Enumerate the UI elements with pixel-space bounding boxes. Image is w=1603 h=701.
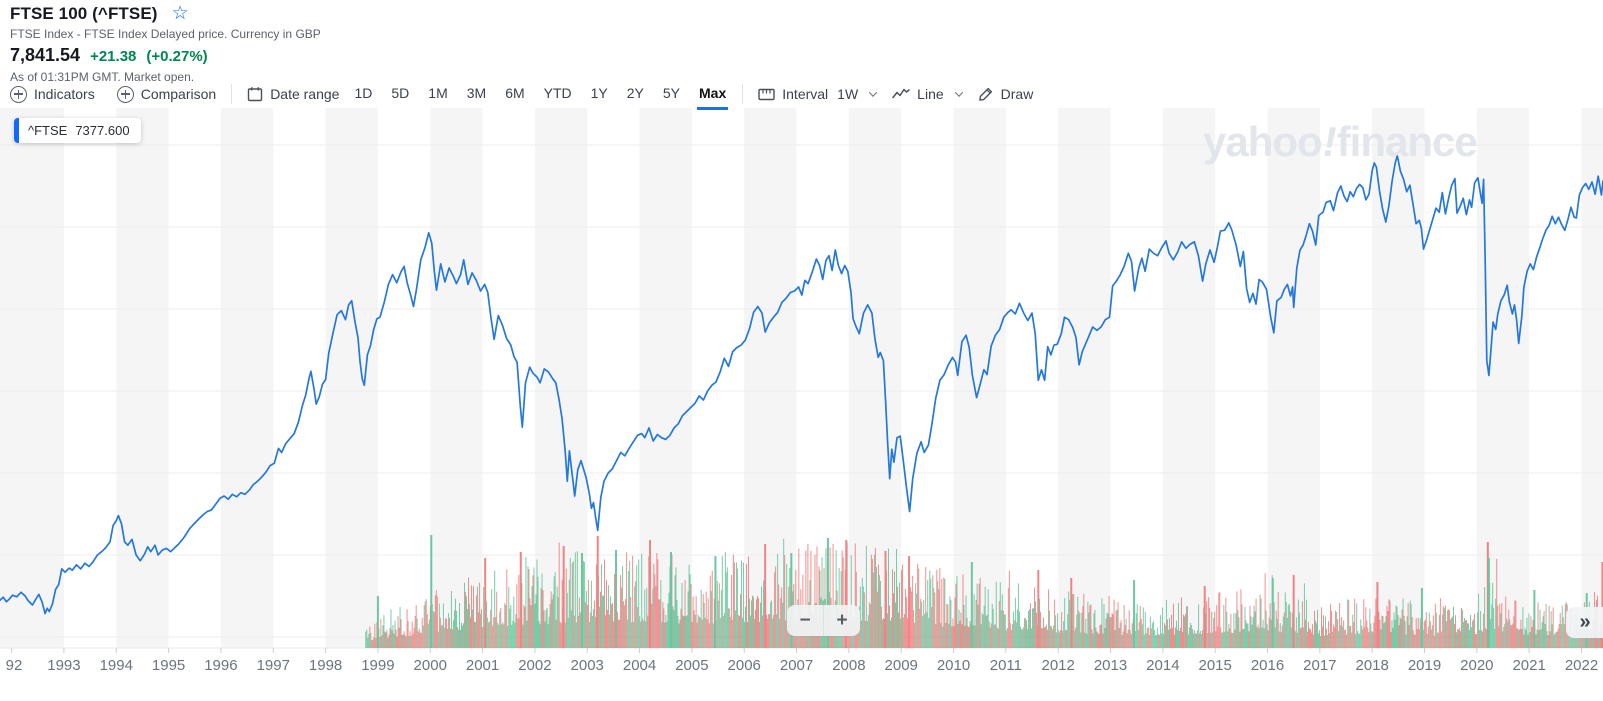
x-axis-label: 2017 xyxy=(1303,657,1336,674)
yahoo-finance-watermark: yahoo!finance xyxy=(1203,118,1478,165)
range-selector: 1D 5D 1M 3M 6M YTD 1Y 2Y 5Y Max xyxy=(353,80,729,110)
x-axis-label: 1996 xyxy=(204,657,237,674)
comparison-button[interactable]: Comparison xyxy=(116,85,216,103)
x-axis-label: 2007 xyxy=(780,657,813,674)
legend-value: 7377.600 xyxy=(75,123,130,138)
x-axis-label: 2019 xyxy=(1408,657,1441,674)
zoom-in-button[interactable]: + xyxy=(824,605,860,636)
year-stripe xyxy=(1058,108,1111,648)
calendar-icon xyxy=(247,87,263,102)
current-price: 7,841.54 xyxy=(10,45,81,65)
legend-symbol: ^FTSE xyxy=(28,123,68,138)
x-axis-label: 2022 xyxy=(1565,657,1598,674)
line-chart-icon xyxy=(892,88,910,99)
range-button-1m[interactable]: 1M xyxy=(428,85,448,101)
year-stripe xyxy=(744,108,797,648)
range-button-5d[interactable]: 5D xyxy=(391,85,410,101)
interval-value: 1W xyxy=(837,86,859,102)
indicators-button[interactable]: Indicators xyxy=(10,85,95,103)
x-axis-label: 2000 xyxy=(414,657,447,674)
x-axis-label: 2012 xyxy=(1042,657,1075,674)
year-stripe xyxy=(1581,108,1603,648)
zoom-out-button[interactable]: − xyxy=(787,605,824,636)
series-legend[interactable]: ^FTSE 7377.600 xyxy=(14,118,141,143)
x-axis-label: 2001 xyxy=(466,657,499,674)
quote-header: FTSE 100 (^FTSE) ☆ FTSE Index - FTSE Ind… xyxy=(10,2,321,85)
chart-toolbar: Indicators Comparison Date range 1D 5D 1M 3… xyxy=(10,80,1033,110)
range-button-3m[interactable]: 3M xyxy=(466,85,487,101)
x-axis-label: 1993 xyxy=(47,657,80,674)
x-axis-label: 2009 xyxy=(885,657,918,674)
quote-subtitle: FTSE Index - FTSE Index Delayed price. C… xyxy=(10,27,321,41)
range-button-max[interactable]: Max xyxy=(697,80,729,110)
date-range-button[interactable]: Date range xyxy=(247,86,339,102)
x-axis-label: 2011 xyxy=(990,657,1022,674)
range-button-6m[interactable]: 6M xyxy=(505,85,525,101)
x-axis-label: 1997 xyxy=(257,657,290,674)
year-stripe xyxy=(534,108,588,648)
year-stripe xyxy=(220,108,274,648)
star-icon[interactable]: ☆ xyxy=(171,2,189,24)
interval-dropdown[interactable]: Interval 1W xyxy=(758,86,878,102)
x-axis-label: 2016 xyxy=(1251,657,1284,674)
fast-forward-button[interactable]: » xyxy=(1566,607,1603,638)
chevron-down-icon xyxy=(868,88,878,97)
ruler-icon xyxy=(758,88,775,100)
toolbar-divider xyxy=(742,84,744,104)
x-axis-label: 2010 xyxy=(937,657,970,674)
year-stripe xyxy=(1267,108,1320,648)
pencil-icon xyxy=(978,87,992,101)
x-axis-label: 2018 xyxy=(1355,657,1388,674)
range-button-1y[interactable]: 1Y xyxy=(590,85,608,101)
x-axis-label: 2006 xyxy=(728,657,761,674)
x-axis-label: 1999 xyxy=(361,657,394,674)
page-title: FTSE 100 (^FTSE) xyxy=(10,4,158,23)
year-stripe xyxy=(953,108,1006,648)
price-line xyxy=(0,154,1603,615)
x-axis-label: 2021 xyxy=(1512,657,1545,674)
plus-circle-icon xyxy=(116,85,134,103)
year-stripe xyxy=(325,108,378,648)
x-axis-label: 2008 xyxy=(832,657,865,674)
legend-color-bar xyxy=(14,118,19,143)
x-axis-label: 2004 xyxy=(623,657,656,674)
x-axis-label: 1994 xyxy=(100,657,133,674)
year-stripe xyxy=(116,108,169,648)
x-axis-label: 2002 xyxy=(518,657,551,674)
x-axis-label: 2003 xyxy=(571,657,604,674)
year-stripe xyxy=(430,108,483,648)
price-change-percent: (+0.27%) xyxy=(146,48,208,65)
x-axis-label: 2005 xyxy=(675,657,708,674)
chart-type-dropdown[interactable]: Line xyxy=(892,86,963,102)
year-stripe xyxy=(0,108,64,648)
year-stripe xyxy=(1162,108,1216,648)
plus-circle-icon xyxy=(10,85,27,103)
range-button-5y[interactable]: 5Y xyxy=(662,85,681,101)
range-button-2y[interactable]: 2Y xyxy=(626,85,644,101)
year-stripe xyxy=(1476,108,1530,648)
x-axis-label: 2013 xyxy=(1094,657,1127,674)
x-axis-label: 2014 xyxy=(1146,657,1179,674)
x-axis-label: 1998 xyxy=(309,657,342,674)
asof-text: As of 01:31PM GMT. Market open. xyxy=(10,70,195,84)
x-axis-label: 2015 xyxy=(1199,657,1232,674)
x-axis-label: 92 xyxy=(6,657,23,674)
range-button-ytd[interactable]: YTD xyxy=(543,85,572,101)
x-axis-label: 1995 xyxy=(152,657,185,674)
draw-button[interactable]: Draw xyxy=(978,86,1033,102)
toolbar-divider xyxy=(231,84,233,104)
zoom-controls: − + xyxy=(787,605,860,636)
range-button-1d[interactable]: 1D xyxy=(354,85,373,101)
x-axis-label: 2020 xyxy=(1460,657,1493,674)
chevron-down-icon xyxy=(954,88,963,97)
price-change: +21.38 xyxy=(90,48,137,65)
year-stripe xyxy=(639,108,692,648)
